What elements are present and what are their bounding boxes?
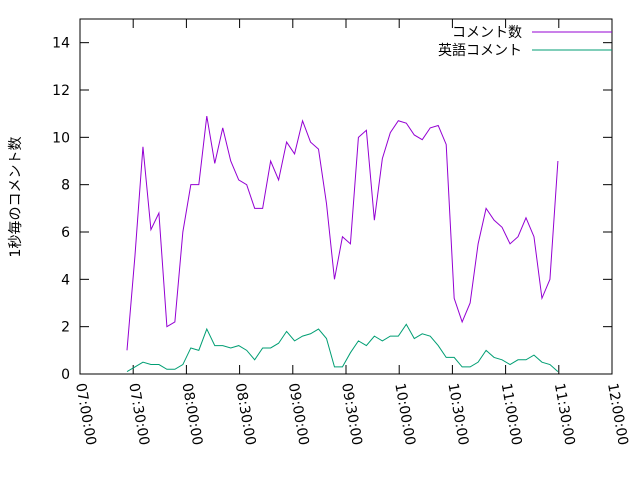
y-tick-label: 12: [52, 83, 70, 99]
y-tick-label: 8: [61, 178, 70, 194]
y-tick-label: 10: [52, 130, 70, 146]
y-axis-label: 1秒毎のコメント数: [8, 137, 24, 258]
plot-border: [79, 18, 613, 375]
legend-label: 英語コメント: [438, 42, 522, 59]
y-tick-label: 2: [61, 320, 70, 336]
legend-label: コメント数: [452, 25, 522, 41]
y-tick-label: 4: [61, 272, 70, 288]
series-line: [126, 115, 559, 351]
y-tick-label: 14: [52, 36, 70, 52]
y-tick-label: 6: [61, 225, 70, 241]
y-tick-label: 0: [61, 367, 70, 383]
series-line: [126, 323, 559, 373]
